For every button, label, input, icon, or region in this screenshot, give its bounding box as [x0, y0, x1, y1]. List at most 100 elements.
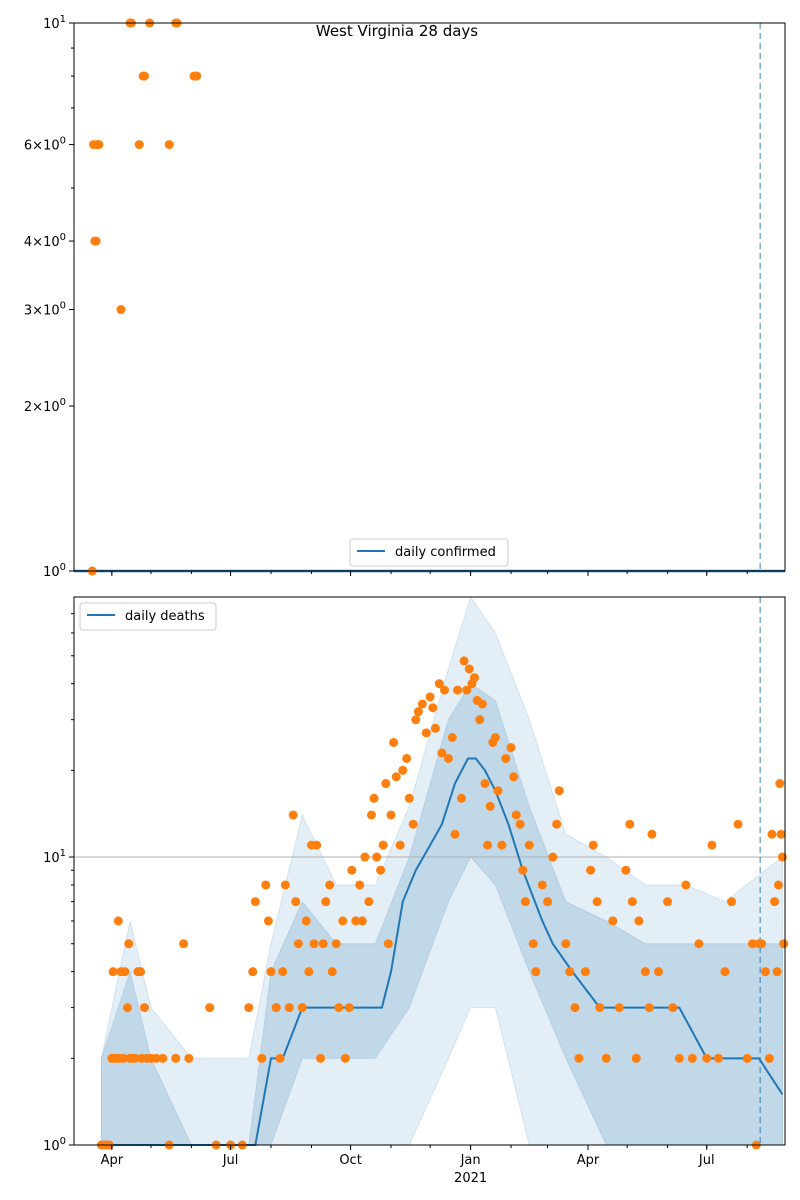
bottom-point-142 — [614, 1003, 624, 1013]
bottom-point-83 — [402, 753, 412, 763]
top-x-ticks — [111, 571, 748, 576]
top-ytick-label-0: 100 — [43, 562, 66, 580]
bottom-point-70 — [364, 897, 374, 907]
bottom-point-137 — [588, 840, 598, 850]
bottom-point-165 — [747, 939, 757, 949]
bottom-point-40 — [266, 967, 276, 977]
bottom-point-21 — [139, 1003, 149, 1013]
bottom-point-111 — [485, 801, 495, 811]
bottom-axes-frame — [73, 596, 786, 1146]
top-point-3 — [91, 236, 101, 246]
bottom-point-80 — [391, 772, 401, 782]
bottom-point-14 — [124, 939, 134, 949]
top-panel: West Virginia 28 days 100 2×100 3×100 4×100… — [24, 14, 786, 580]
bottom-point-8 — [113, 916, 123, 926]
bottom-point-81 — [395, 840, 405, 850]
bottom-point-131 — [561, 939, 571, 949]
bottom-point-90 — [425, 692, 435, 702]
bottom-point-138 — [592, 897, 602, 907]
bottom-ytick-label-0: 100 — [43, 1136, 66, 1154]
bottom-point-135 — [580, 967, 590, 977]
bottom-point-136 — [586, 865, 596, 875]
bottom-point-149 — [644, 1003, 654, 1013]
bottom-point-38 — [261, 880, 271, 890]
bottom-point-178 — [779, 939, 789, 949]
top-ytick-label-2: 3×100 — [24, 301, 66, 319]
bottom-point-78 — [386, 810, 396, 820]
bottom-point-66 — [351, 916, 361, 926]
bottom-xtick-label-0: Apr — [101, 1153, 124, 1168]
bottom-point-163 — [733, 819, 743, 829]
bottom-point-127 — [543, 897, 553, 907]
bottom-point-176 — [776, 829, 786, 839]
bottom-point-154 — [674, 1053, 684, 1063]
bottom-point-74 — [376, 865, 386, 875]
bottom-point-172 — [770, 897, 780, 907]
bottom-point-159 — [707, 840, 717, 850]
bottom-point-39 — [263, 916, 273, 926]
bottom-point-160 — [713, 1053, 723, 1063]
bottom-point-158 — [702, 1053, 712, 1063]
bottom-point-114 — [493, 786, 503, 796]
bottom-point-117 — [506, 743, 516, 753]
bottom-point-67 — [355, 880, 365, 890]
bottom-point-109 — [480, 779, 490, 789]
bottom-point-128 — [548, 852, 558, 862]
bottom-xtick-label-1: Jul — [222, 1153, 239, 1168]
bottom-point-122 — [520, 897, 530, 907]
bottom-point-164 — [742, 1053, 752, 1063]
top-y-ticks: 100 2×100 3×100 4×100 6×100 101 — [24, 14, 74, 580]
bottom-point-169 — [760, 967, 770, 977]
bottom-point-34 — [244, 1003, 254, 1013]
bottom-point-151 — [653, 967, 663, 977]
bottom-point-155 — [681, 880, 691, 890]
bottom-point-171 — [767, 829, 777, 839]
top-point-6 — [116, 305, 126, 315]
bottom-point-107 — [475, 715, 485, 725]
bottom-legend: daily deaths — [79, 602, 217, 631]
bottom-point-143 — [621, 865, 631, 875]
bottom-point-35 — [248, 967, 258, 977]
bottom-point-150 — [647, 829, 657, 839]
bottom-point-119 — [511, 810, 521, 820]
bottom-point-64 — [344, 1003, 354, 1013]
bottom-point-139 — [595, 1003, 605, 1013]
bottom-point-58 — [325, 880, 335, 890]
top-point-13 — [164, 140, 174, 150]
top-ytick-label-5: 101 — [43, 14, 66, 32]
bottom-point-56 — [318, 939, 328, 949]
top-ytick-label-3: 4×100 — [24, 232, 66, 250]
bottom-point-57 — [321, 897, 331, 907]
bottom-point-84 — [404, 793, 414, 803]
top-point-9 — [134, 140, 144, 150]
bottom-point-95 — [440, 685, 450, 695]
bottom-point-148 — [640, 967, 650, 977]
bottom-point-86 — [411, 715, 421, 725]
bottom-point-177 — [777, 852, 787, 862]
bottom-point-96 — [443, 753, 453, 763]
bottom-point-60 — [331, 939, 341, 949]
bottom-point-62 — [338, 916, 348, 926]
bottom-point-88 — [417, 699, 427, 709]
bottom-point-162 — [727, 897, 737, 907]
bottom-point-170 — [764, 1053, 774, 1063]
bottom-point-79 — [389, 737, 399, 747]
bottom-point-116 — [501, 753, 511, 763]
bottom-point-145 — [627, 897, 637, 907]
top-ytick-label-1: 2×100 — [24, 397, 66, 415]
bottom-x-ticks: Apr Jul Oct Jan 2021 Apr Jul — [101, 1145, 748, 1186]
bottom-point-28 — [179, 939, 189, 949]
bottom-point-98 — [450, 829, 460, 839]
bottom-point-29 — [184, 1053, 194, 1063]
bottom-point-133 — [570, 1003, 580, 1013]
bottom-point-89 — [421, 728, 431, 738]
bottom-point-42 — [275, 1053, 285, 1063]
bottom-point-37 — [257, 1053, 267, 1063]
bottom-point-141 — [608, 916, 618, 926]
bottom-plot-area — [74, 595, 789, 1150]
bottom-point-12 — [120, 967, 130, 977]
bottom-point-129 — [552, 819, 562, 829]
bottom-xtick-label-4: Apr — [577, 1153, 600, 1168]
top-point-18 — [192, 71, 202, 81]
bottom-point-147 — [634, 916, 644, 926]
